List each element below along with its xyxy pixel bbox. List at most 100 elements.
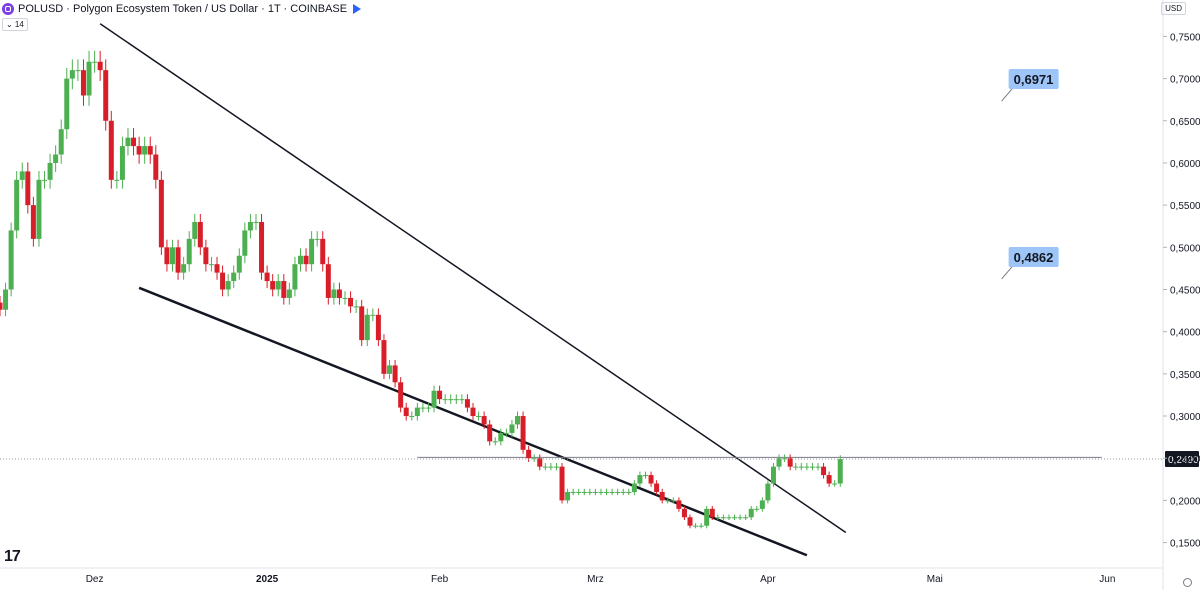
candle-body xyxy=(615,491,621,493)
candle-body xyxy=(236,255,242,273)
price-tick-label: 0,4500 xyxy=(1170,286,1200,297)
candle-body xyxy=(448,399,454,401)
price-axis[interactable]: 0,7500 0,7000 0,6500 0,6000 0,5500 0,5000 0,45… xyxy=(1162,0,1200,590)
candle-body xyxy=(314,238,320,240)
candle-body xyxy=(620,491,626,493)
candle-body xyxy=(186,238,192,265)
candle-body xyxy=(732,517,738,519)
candle-body xyxy=(69,70,75,79)
candle-body xyxy=(576,491,582,493)
candle-body xyxy=(776,458,782,467)
time-tick-label: Apr xyxy=(760,574,776,585)
candle-body xyxy=(359,306,365,341)
candle-body xyxy=(247,222,253,231)
candle-body xyxy=(481,416,487,425)
candle-body xyxy=(431,390,437,408)
candle-body xyxy=(442,399,448,401)
candle-body xyxy=(565,491,571,501)
candle-body xyxy=(759,500,765,509)
candle-body xyxy=(19,171,25,180)
time-tick-label: Feb xyxy=(431,574,449,585)
candle-body xyxy=(331,289,337,298)
candle-body xyxy=(464,399,470,408)
polygon-logo-icon xyxy=(2,3,14,15)
candle-body xyxy=(281,281,287,298)
candle-body xyxy=(587,491,593,493)
target-pointer xyxy=(1001,264,1015,280)
flag-icon[interactable] xyxy=(353,4,362,14)
candle-body xyxy=(170,247,176,265)
candle-body xyxy=(147,146,153,155)
candle-body xyxy=(392,365,398,383)
candle-body xyxy=(320,238,326,265)
chart-annotations: 0,2490 0,6971 0,4862 xyxy=(0,69,1199,468)
candle-body xyxy=(798,466,804,468)
candle-body xyxy=(515,416,521,425)
candle-body xyxy=(425,407,431,409)
target-pointer xyxy=(1001,86,1015,102)
candle-body xyxy=(765,483,771,501)
candle-body xyxy=(670,500,676,502)
candle-body xyxy=(793,466,799,468)
settings-icon[interactable] xyxy=(1183,578,1192,587)
candle-body xyxy=(826,475,832,484)
candle-body xyxy=(175,247,181,273)
candle-body xyxy=(14,179,20,231)
candle-body xyxy=(815,466,821,468)
candle-body xyxy=(498,432,504,442)
candle-body xyxy=(264,272,270,282)
candle-body xyxy=(325,264,331,298)
time-tick-label: Mrz xyxy=(587,574,604,585)
currency-selector[interactable]: USD xyxy=(1161,2,1186,15)
price-tick-label: 0,6000 xyxy=(1170,159,1200,170)
candle-body xyxy=(270,281,276,290)
time-axis[interactable]: Dez 2025 Feb Mrz Apr Mai Jun xyxy=(0,567,1163,585)
candle-body xyxy=(370,314,376,316)
candlestick-series xyxy=(0,50,843,529)
candle-body xyxy=(80,70,86,96)
price-tick-label: 0,2000 xyxy=(1170,496,1200,507)
candle-body xyxy=(125,137,131,147)
candle-body xyxy=(581,491,587,493)
price-tick-label: 0,6500 xyxy=(1170,117,1200,128)
price-tick-label: 0,4000 xyxy=(1170,328,1200,339)
price-tick-label: 0,1500 xyxy=(1170,539,1200,550)
candle-body xyxy=(414,407,420,417)
candle-body xyxy=(197,222,203,248)
candle-body xyxy=(804,466,810,468)
indicator-toggle[interactable]: ⌄ 14 xyxy=(2,18,28,31)
candle-body xyxy=(453,399,459,401)
price-tick-label: 0,3500 xyxy=(1170,370,1200,381)
candle-body xyxy=(342,297,348,299)
candle-body xyxy=(231,272,237,282)
time-tick-label: Dez xyxy=(86,574,104,585)
candle-body xyxy=(642,475,648,477)
candle-body xyxy=(720,517,726,519)
candle-body xyxy=(8,230,14,290)
candle-body xyxy=(214,264,220,273)
candle-body xyxy=(192,222,198,239)
trendline-drawings[interactable] xyxy=(99,23,1102,557)
candle-body xyxy=(665,500,671,502)
candle-body xyxy=(47,162,53,180)
candle-body xyxy=(553,466,559,468)
candle-body xyxy=(114,179,120,181)
candle-body xyxy=(626,491,632,493)
candle-body xyxy=(181,264,187,273)
candle-body xyxy=(704,508,710,526)
candle-body xyxy=(286,289,292,298)
candle-body xyxy=(242,230,248,256)
candle-body xyxy=(403,407,409,417)
candle-body xyxy=(837,459,843,484)
time-tick-label: Mai xyxy=(927,574,943,585)
candle-body xyxy=(275,281,281,290)
candle-body xyxy=(164,247,170,265)
candle-body xyxy=(153,154,159,180)
trendline xyxy=(99,23,847,534)
candle-body xyxy=(743,517,749,519)
candle-body xyxy=(509,424,515,433)
candle-body xyxy=(832,483,838,485)
candle-body xyxy=(75,70,81,72)
symbol-header: POLUSD · Polygon Ecosystem Token / US Do… xyxy=(2,2,362,16)
